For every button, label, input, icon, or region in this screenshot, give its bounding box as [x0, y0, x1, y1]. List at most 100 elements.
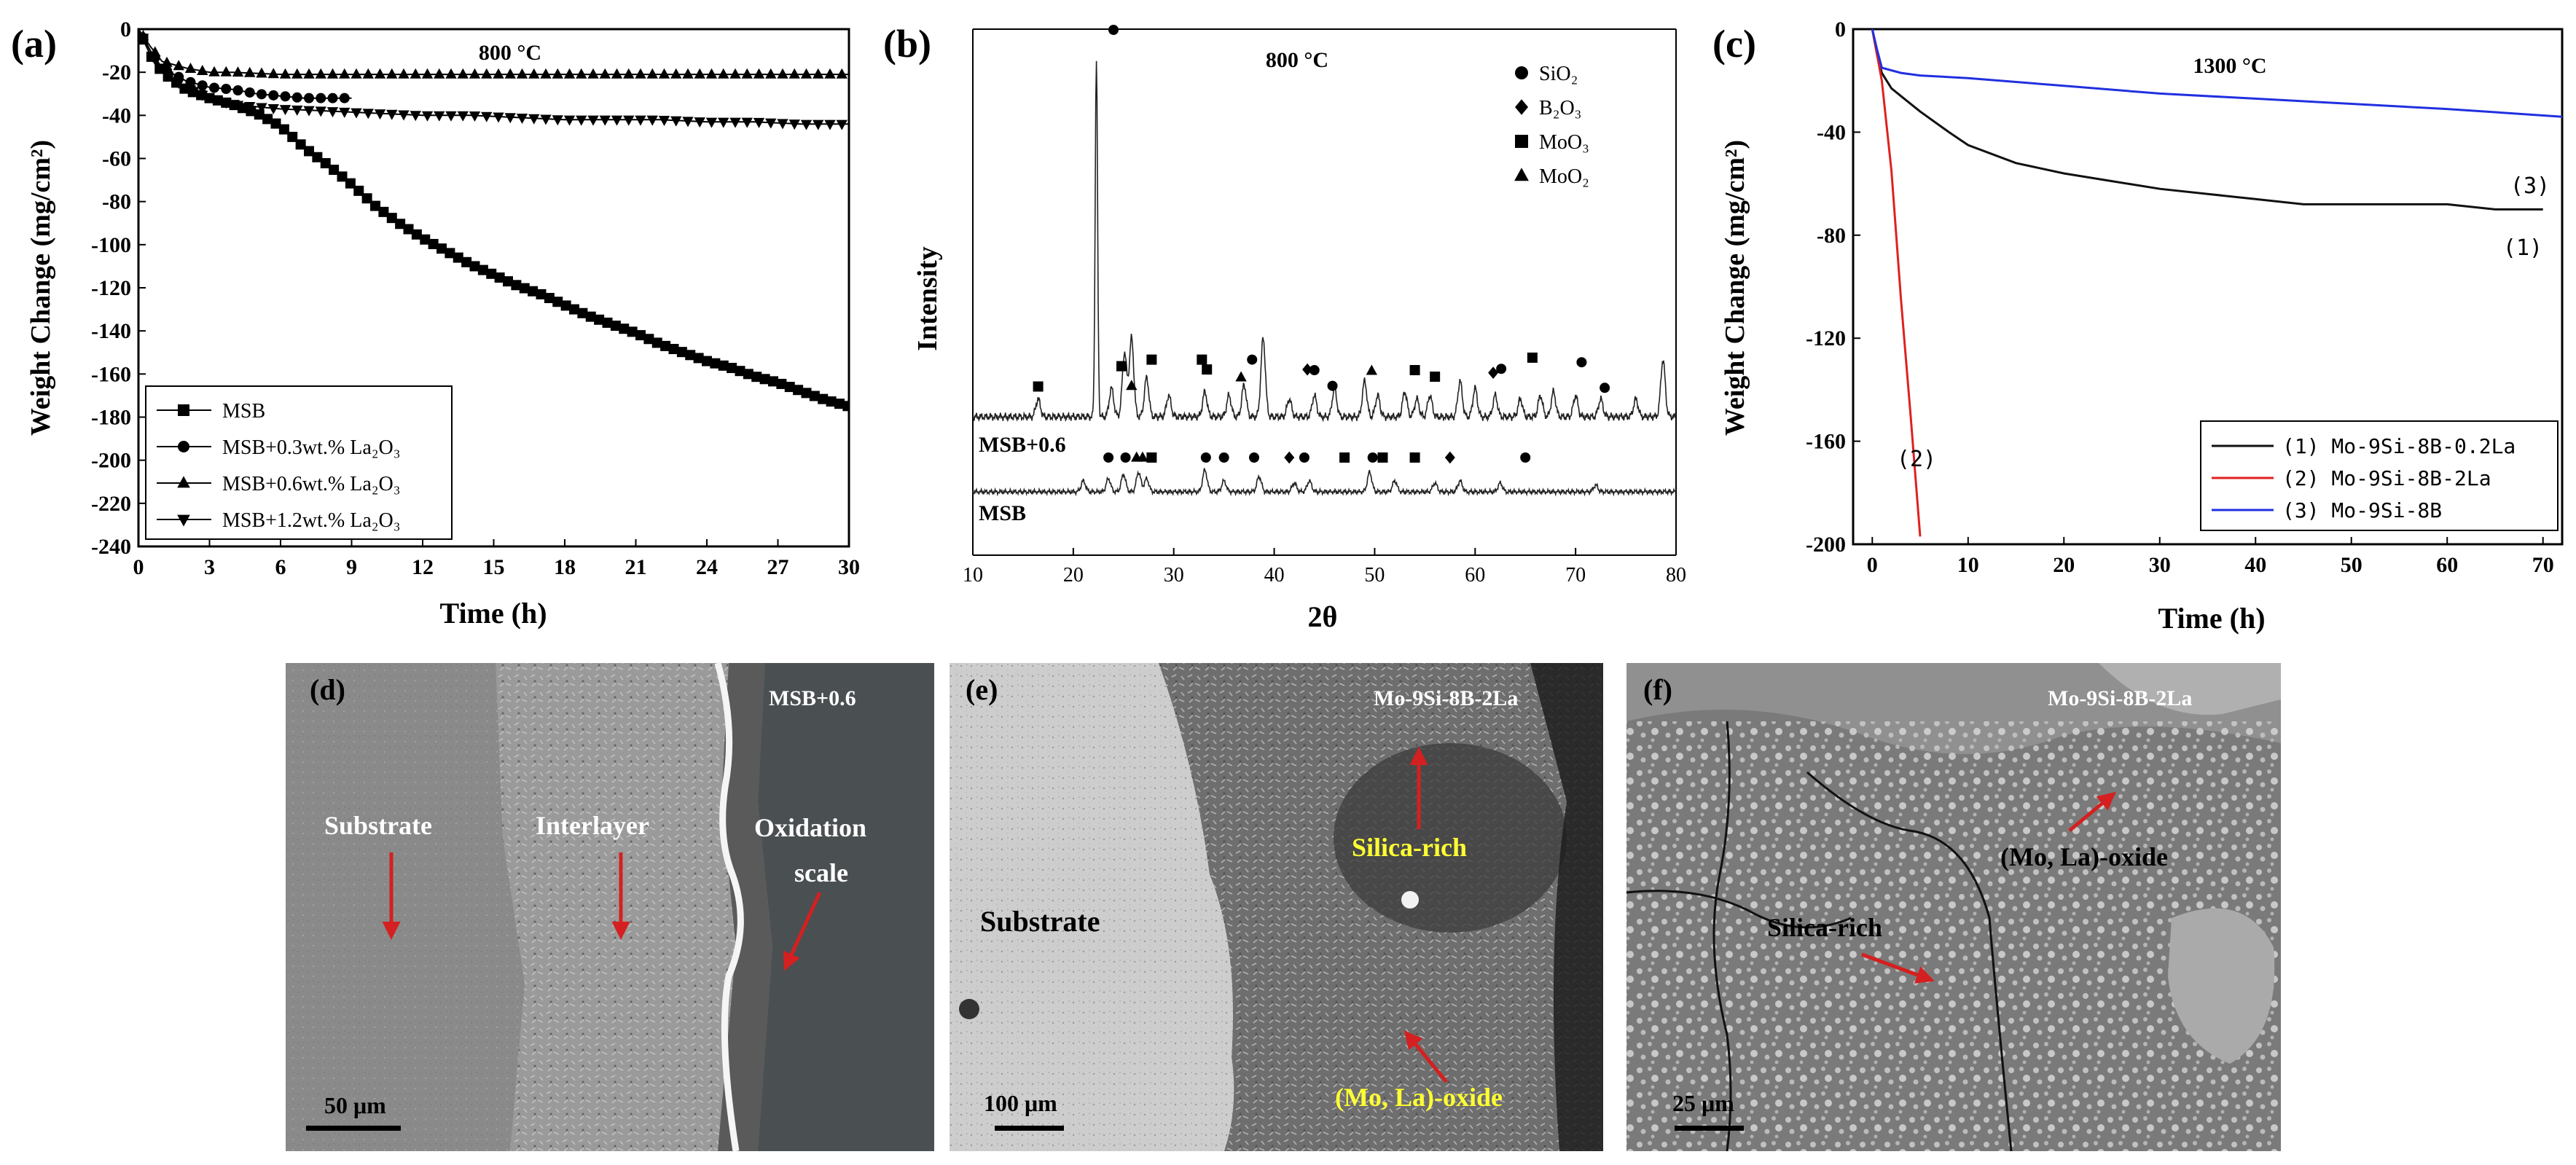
- chart-a-point: [386, 109, 398, 120]
- micrograph-f-scale-label: 25 μm: [1672, 1090, 1734, 1116]
- chart-b-legend: SiO₂ B₂O₃ MoO₃ MoO₂: [1514, 63, 1589, 188]
- chart-b-legend-marker: [1515, 66, 1528, 79]
- chart-b-phase-marker: [1377, 452, 1388, 463]
- chart-a-point: [765, 68, 777, 79]
- chart-a-point: [563, 68, 576, 79]
- chart-a-point: [353, 185, 364, 196]
- chart-a-point: [735, 366, 745, 377]
- micrograph-f-tag: Mo-9Si-8B-2La: [2048, 686, 2192, 710]
- micrograph-f-scale-bar: [1675, 1126, 1744, 1131]
- chart-a-point: [329, 165, 340, 176]
- chart-a-point: [743, 369, 753, 380]
- chart-b-phase-marker: [1247, 354, 1258, 365]
- chart-c-series-line: [1871, 29, 2562, 118]
- chart-a-point: [232, 101, 244, 111]
- chart-a-ytick-label: -240: [91, 535, 131, 559]
- chart-a-point: [421, 111, 434, 122]
- chart-a-point: [800, 68, 813, 79]
- chart-a-point: [516, 68, 528, 79]
- chart-a-point: [457, 111, 469, 122]
- chart-a-point: [410, 111, 421, 122]
- chart-a-point: [374, 68, 386, 79]
- chart-a-ytick-label: -80: [102, 190, 131, 214]
- micrograph-d: (d) MSB+0.6 Substrate Interlayer Oxidati…: [286, 662, 934, 1152]
- chart-a-point: [287, 131, 298, 142]
- chart-a-series-line: [138, 29, 849, 125]
- chart-a-point: [619, 323, 630, 334]
- chart-a-xtick-label: 6: [275, 555, 286, 579]
- chart-a-point: [421, 68, 434, 79]
- chart-a-point: [611, 68, 623, 79]
- chart-c-curve-label: (3): [2510, 173, 2550, 199]
- chart-c-legend: (1) Mo-9Si-8B-0.2La (2) Mo-9Si-8B-2La (3) …: [2200, 420, 2559, 531]
- chart-a-point: [536, 289, 547, 299]
- chart-a-point: [428, 238, 439, 249]
- micrograph-d-arrow-scale: [783, 891, 822, 971]
- chart-a-point: [434, 111, 445, 122]
- chart-a-point: [339, 68, 351, 79]
- chart-a-point: [351, 108, 362, 119]
- chart-b-phase-marker: [1126, 380, 1138, 391]
- chart-c-ytick-label: -80: [1817, 224, 1846, 248]
- chart-a-point: [184, 63, 197, 74]
- chart-c-legend-label: (1) Mo-9Si-8B-0.2La: [2282, 434, 2516, 458]
- chart-a-point: [540, 68, 552, 79]
- chart-a-legend-marker: [178, 404, 189, 416]
- chart-a-point: [304, 146, 314, 157]
- chart-b-xtick-label: 60: [1465, 564, 1485, 587]
- chart-b-xlabel: 2θ: [1308, 600, 1338, 633]
- panel-label-f: (f): [1643, 673, 1672, 706]
- chart-a-ytick-label: -20: [102, 60, 131, 85]
- chart-a-point: [267, 103, 279, 114]
- chart-a-point: [576, 115, 587, 126]
- chart-a-point: [256, 67, 267, 78]
- chart-a-point: [793, 385, 804, 396]
- chart-a-point: [544, 293, 555, 304]
- chart-c-xlabel: Time (h): [2158, 602, 2265, 635]
- chart-a-point: [398, 110, 410, 121]
- chart-a-point: [279, 105, 291, 116]
- micrograph-f-label-oxide: (Mo, La)-oxide: [2000, 842, 2168, 871]
- chart-a-point: [494, 272, 505, 283]
- chart-a-point: [481, 68, 493, 79]
- micrograph-d-label-substrate: Substrate: [324, 811, 432, 840]
- panel-label-d: (d): [310, 673, 345, 706]
- chart-a-point: [809, 391, 820, 401]
- chart-b-series-label-msb06: MSB+0.6: [979, 433, 1066, 457]
- chart-b-phase-marker: [1197, 354, 1207, 365]
- chart-a-point: [161, 71, 173, 82]
- chart-b-ylabel: Intensity: [912, 246, 943, 351]
- chart-a-point: [320, 158, 331, 169]
- chart-a-point: [777, 68, 788, 79]
- micrograph-d-scale-bar: [306, 1126, 401, 1131]
- chart-b-pattern-line: [972, 60, 1677, 423]
- chart-a-point: [741, 68, 753, 79]
- chart-c-xtick-label: 20: [2053, 553, 2075, 577]
- chart-a-point: [257, 89, 267, 100]
- chart-a-xtick-label: 21: [625, 555, 647, 579]
- chart-a-point: [504, 113, 516, 124]
- chart-a-point: [378, 206, 389, 217]
- chart-b-phase-marker: [1496, 364, 1507, 374]
- chart-a-xtick-label: 30: [838, 555, 860, 579]
- micrograph-d-label-scale: scale: [794, 858, 848, 887]
- chart-a-point: [220, 98, 232, 109]
- chart-a-point: [528, 114, 540, 125]
- chart-a-point: [824, 68, 836, 79]
- chart-a: 0 3 6 9 12 15 18 21 24 27 30 0 -20 -40 -60 -80 -100 -120 -…: [26, 17, 860, 629]
- chart-a-point: [777, 119, 788, 130]
- chart-a-point: [262, 114, 273, 125]
- chart-a-xtick-label: 18: [554, 555, 576, 579]
- chart-a-point: [420, 234, 431, 245]
- chart-a-point: [511, 280, 522, 291]
- chart-a-point: [836, 119, 847, 130]
- chart-a-point: [611, 115, 623, 126]
- chart-b-phase-marker: [1327, 380, 1338, 391]
- chart-b-phase-marker: [1284, 451, 1295, 464]
- chart-a-point: [197, 90, 208, 101]
- chart-a-point: [765, 118, 777, 129]
- micrograph-d-label-oxidation: Oxidation: [754, 813, 866, 842]
- chart-a-point: [256, 103, 267, 114]
- chart-b-phase-marker: [1033, 381, 1044, 392]
